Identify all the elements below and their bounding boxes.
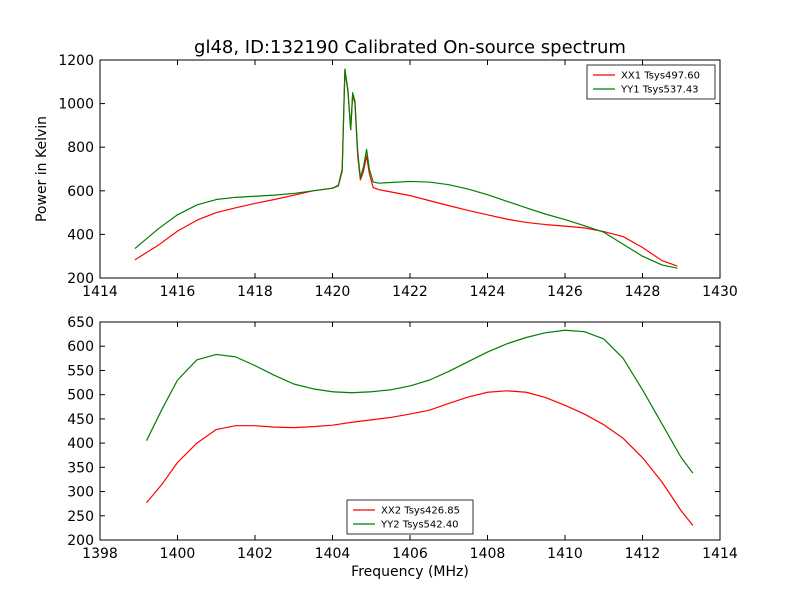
legend-label-0-0: XX1 Tsys497.60 — [621, 71, 700, 82]
x-tick-label-0-2: 1418 — [237, 284, 273, 300]
y-tick-label-1-6: 500 — [67, 388, 94, 404]
y-tick-label-0-3: 800 — [67, 140, 94, 156]
series-line-0-1 — [134, 68, 678, 269]
x-axis-label-1: Frequency (MHz) — [351, 564, 469, 580]
x-tick-label-0-5: 1424 — [470, 284, 506, 300]
y-tick-label-1-5: 450 — [67, 412, 94, 428]
y-tick-label-0-2: 600 — [67, 184, 94, 200]
x-tick-label-0-0: 1414 — [82, 284, 118, 300]
x-tick-label-0-6: 1426 — [547, 284, 583, 300]
series-line-1-0 — [146, 390, 694, 526]
y-tick-label-1-2: 300 — [67, 485, 94, 501]
y-tick-label-0-0: 200 — [67, 271, 94, 287]
y-tick-label-1-4: 400 — [67, 436, 94, 452]
y-tick-label-0-1: 400 — [67, 227, 94, 243]
x-tick-label-1-3: 1404 — [315, 546, 351, 562]
legend-box-1 — [346, 499, 474, 535]
x-tick-label-1-6: 1410 — [547, 546, 583, 562]
y-tick-label-1-9: 650 — [67, 315, 94, 331]
x-tick-label-1-2: 1402 — [237, 546, 273, 562]
x-tick-label-1-8: 1414 — [702, 546, 738, 562]
x-tick-label-1-4: 1406 — [392, 546, 428, 562]
series-line-1-1 — [145, 329, 694, 474]
x-tick-label-0-1: 1416 — [160, 284, 196, 300]
bottom-panel: 1398 1400 1402 1404 1406 1408 1410 1412 1414 200 2… — [67, 315, 738, 580]
legend-box-0 — [586, 64, 716, 100]
y-tick-label-0-5: 1200 — [58, 53, 94, 69]
legend-label-1-0: XX2 Tsys426.85 — [381, 506, 460, 517]
top-panel: 1414 1416 1418 1420 1422 1424 1426 1428 1430 200 4… — [34, 53, 738, 300]
x-tick-label-1-7: 1412 — [625, 546, 661, 562]
y-tick-label-1-3: 350 — [67, 460, 94, 476]
x-tick-label-1-1: 1400 — [160, 546, 196, 562]
y-tick-label-1-7: 550 — [67, 363, 94, 379]
y-tick-label-1-0: 200 — [67, 533, 94, 549]
chart-title: gl48, ID:132190 Calibrated On-source spe… — [194, 37, 626, 58]
x-tick-label-0-7: 1428 — [625, 284, 661, 300]
series-line-0-0 — [134, 69, 678, 267]
legend-label-0-1: YY1 Tsys537.43 — [620, 85, 699, 96]
y-tick-label-1-8: 600 — [67, 339, 94, 355]
x-tick-label-1-0: 1398 — [82, 546, 118, 562]
x-tick-label-1-5: 1408 — [470, 546, 506, 562]
legend-label-1-1: YY2 Tsys542.40 — [380, 520, 459, 531]
y-tick-label-0-4: 1000 — [58, 97, 94, 113]
y-axis-label-0: Power in Kelvin — [34, 116, 50, 222]
x-tick-label-0-3: 1420 — [315, 284, 351, 300]
x-tick-label-0-8: 1430 — [702, 284, 738, 300]
x-tick-label-0-4: 1422 — [392, 284, 428, 300]
y-tick-label-1-1: 250 — [67, 509, 94, 525]
